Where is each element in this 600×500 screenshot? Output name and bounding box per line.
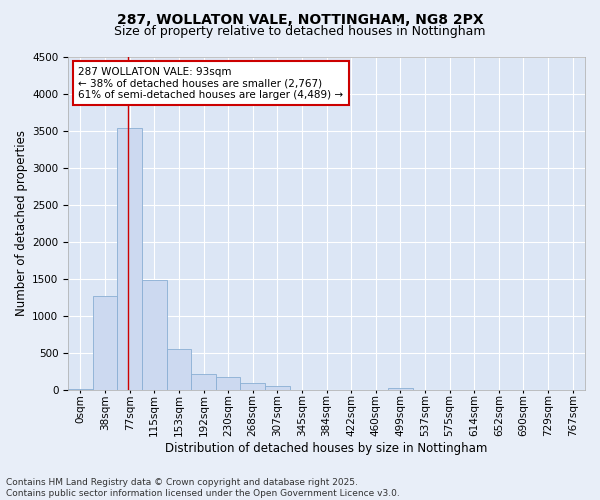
- Bar: [191, 374, 216, 390]
- Bar: [216, 377, 241, 390]
- Bar: [142, 280, 167, 390]
- Text: 287 WOLLATON VALE: 93sqm
← 38% of detached houses are smaller (2,767)
61% of sem: 287 WOLLATON VALE: 93sqm ← 38% of detach…: [79, 66, 344, 100]
- Bar: [241, 382, 265, 390]
- Bar: [118, 128, 142, 390]
- Text: Contains HM Land Registry data © Crown copyright and database right 2025.
Contai: Contains HM Land Registry data © Crown c…: [6, 478, 400, 498]
- Text: Size of property relative to detached houses in Nottingham: Size of property relative to detached ho…: [114, 25, 486, 38]
- Bar: [167, 348, 191, 390]
- Text: 287, WOLLATON VALE, NOTTINGHAM, NG8 2PX: 287, WOLLATON VALE, NOTTINGHAM, NG8 2PX: [116, 12, 484, 26]
- Bar: [388, 388, 413, 390]
- Bar: [265, 386, 290, 390]
- Bar: [68, 388, 93, 390]
- Y-axis label: Number of detached properties: Number of detached properties: [15, 130, 28, 316]
- X-axis label: Distribution of detached houses by size in Nottingham: Distribution of detached houses by size …: [166, 442, 488, 455]
- Bar: [93, 296, 118, 390]
